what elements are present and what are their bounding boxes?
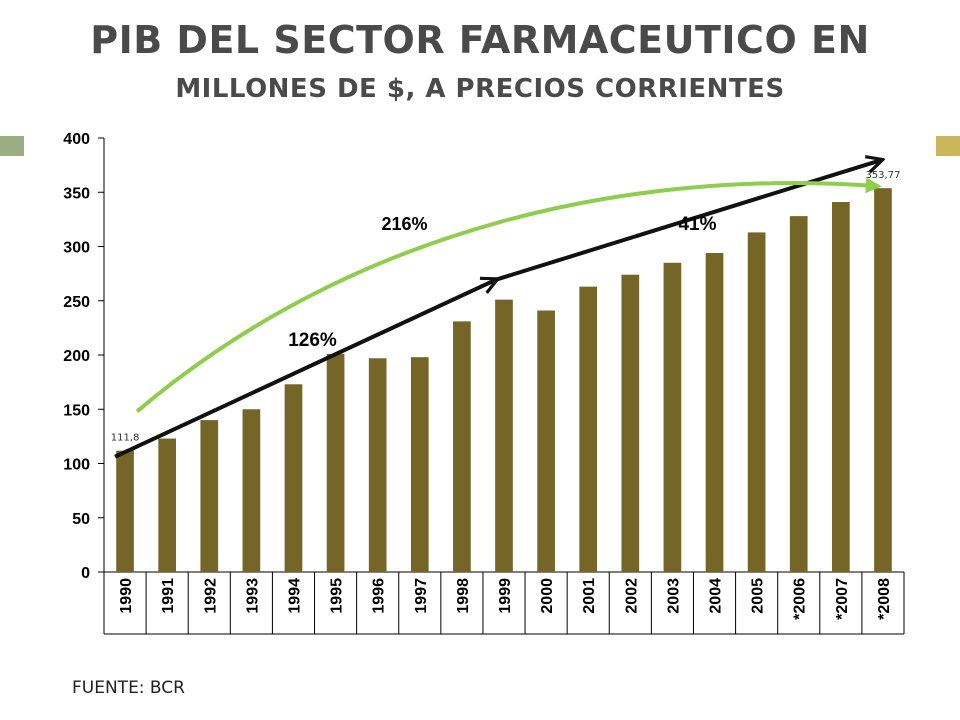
x-tick-label: 2000 <box>539 578 556 614</box>
x-tick-label: *2006 <box>792 578 809 620</box>
bar <box>832 202 850 572</box>
overall-growth-arc <box>135 177 882 413</box>
page-subtitle: MILLONES DE $, A PRECIOS CORRIENTES <box>175 74 785 104</box>
x-tick-label: 1998 <box>455 578 472 614</box>
bar <box>495 299 513 572</box>
accent-block-left <box>0 136 24 156</box>
bar <box>705 253 724 572</box>
x-tick-label: 1995 <box>329 578 346 614</box>
bar <box>747 232 766 572</box>
annotation-label: 41% <box>678 214 716 235</box>
y-tick-label: 300 <box>63 240 90 257</box>
bar <box>789 216 808 572</box>
x-tick-label: *2008 <box>876 578 893 620</box>
y-tick-label: 200 <box>63 348 90 365</box>
y-tick-label: 0 <box>81 565 90 582</box>
y-tick-label: 400 <box>63 131 90 148</box>
x-tick-label: 2001 <box>581 578 598 614</box>
bar <box>410 357 429 572</box>
x-tick-label: 1991 <box>160 578 177 614</box>
x-tick-label: 1993 <box>244 578 261 614</box>
x-tick-label: *2007 <box>834 578 851 620</box>
y-tick-label: 250 <box>63 294 90 311</box>
bar <box>537 310 555 572</box>
bar <box>579 286 598 572</box>
trend-arrow-1999-2008 <box>495 160 881 282</box>
x-tick-label: 1994 <box>286 578 303 614</box>
annotation-label: 126% <box>288 330 337 351</box>
bar <box>158 438 176 572</box>
bar <box>368 358 387 572</box>
accent-block-right <box>936 136 960 156</box>
x-tick-label: 1990 <box>118 578 135 614</box>
y-tick-label: 350 <box>63 185 90 202</box>
x-tick-label: 2002 <box>623 578 640 614</box>
x-tick-label: 2004 <box>708 578 725 614</box>
y-tick-label: 50 <box>72 511 90 528</box>
bar <box>116 450 134 572</box>
y-tick-label: 100 <box>63 457 90 474</box>
data-label: 353,77 <box>865 170 900 181</box>
page-title: PIB DEL SECTOR FARMACEUTICO EN <box>90 18 870 62</box>
x-tick-label: 2003 <box>665 578 682 614</box>
x-tick-label: 1997 <box>413 578 430 614</box>
bar <box>874 188 892 572</box>
bar <box>326 353 345 572</box>
y-tick-label: 150 <box>63 402 90 419</box>
x-tick-label: 1992 <box>202 578 219 614</box>
annotation-label: 216% <box>382 214 428 234</box>
bar <box>621 274 640 572</box>
bar <box>242 409 261 572</box>
bar <box>200 420 219 572</box>
bar <box>453 321 471 572</box>
x-tick-label: 2005 <box>750 578 767 614</box>
data-label: 111,8 <box>111 433 140 444</box>
bar <box>284 384 303 572</box>
x-tick-label: 1996 <box>371 578 388 614</box>
bar <box>663 262 682 572</box>
source-note: FUENTE: BCR <box>72 678 185 698</box>
x-tick-label: 1999 <box>497 578 514 614</box>
trend-arrow-1990-1999 <box>114 280 496 459</box>
